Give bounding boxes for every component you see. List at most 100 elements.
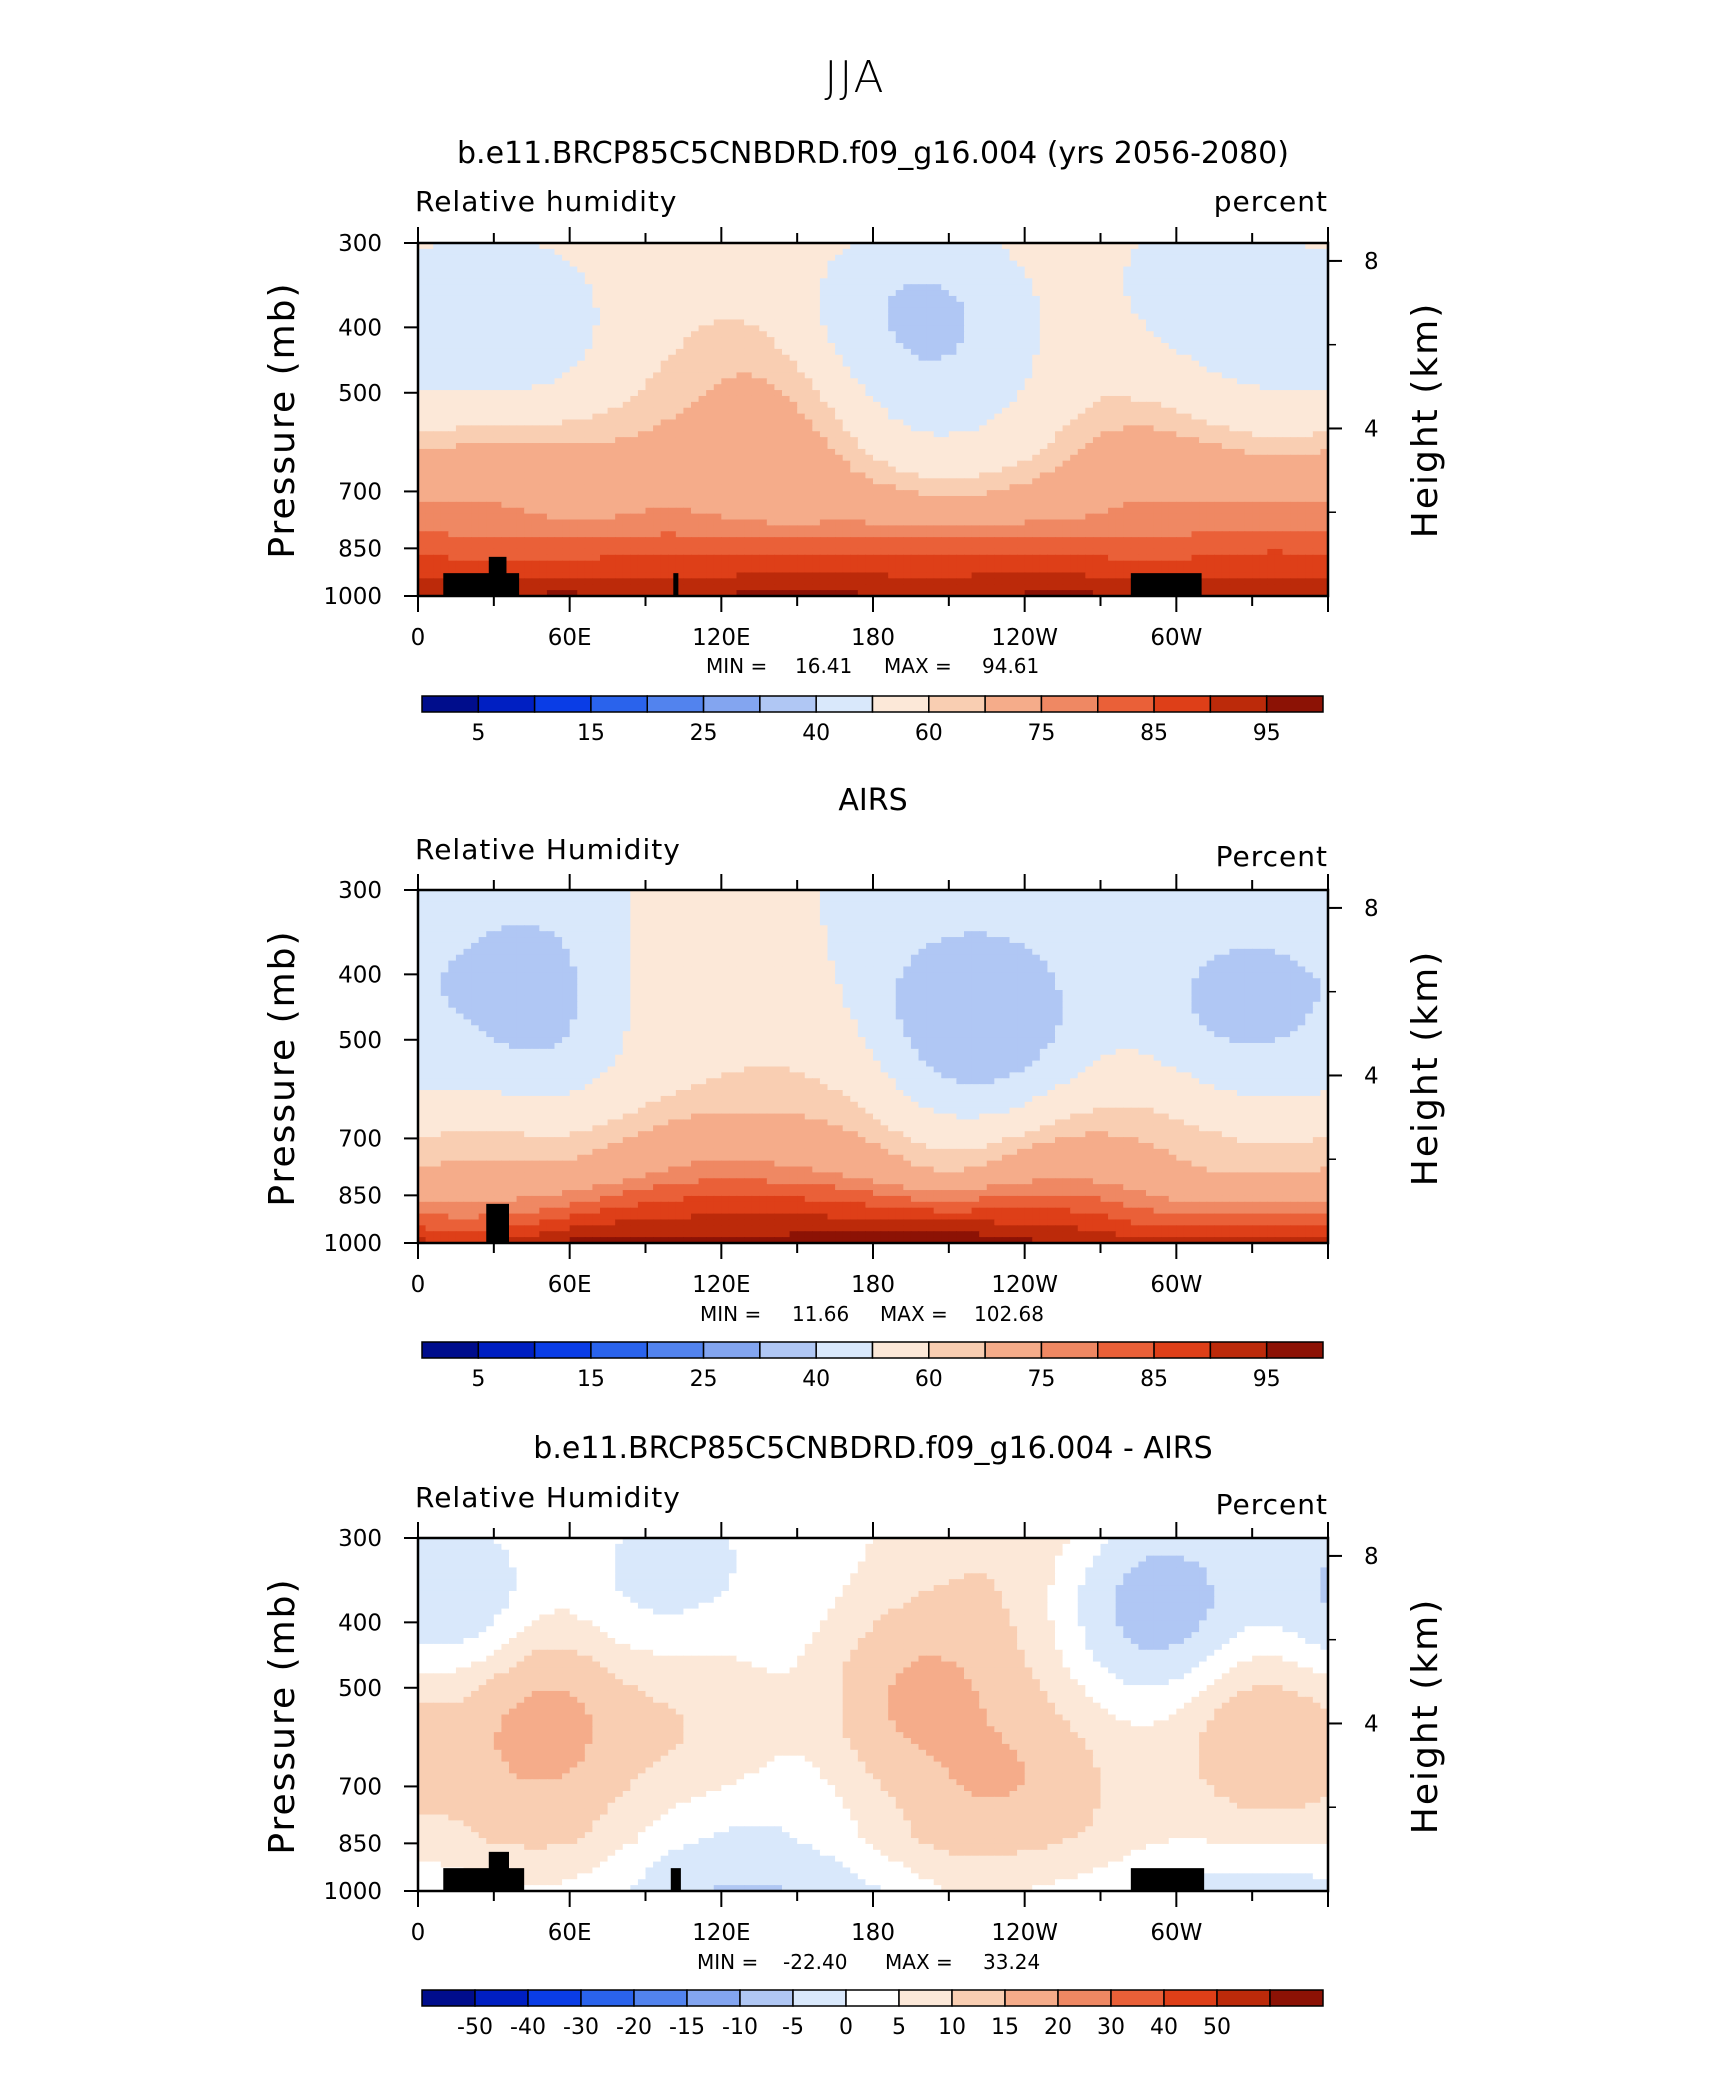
contour-cell [1039, 395, 1049, 403]
contour-cell [986, 460, 995, 468]
contour-cell [986, 278, 995, 285]
contour-cell [1055, 378, 1064, 385]
contour-cell [994, 413, 1003, 421]
contour-cell [1267, 248, 1276, 256]
contour-cell [759, 384, 768, 391]
contour-cell [471, 301, 480, 309]
contour-cell [1244, 295, 1253, 303]
contour-cell [873, 266, 882, 274]
contour-cell [433, 372, 442, 379]
contour-cell [713, 354, 722, 362]
contour-cell [956, 472, 965, 479]
contour-cell [675, 266, 685, 274]
contour-cell [1191, 290, 1200, 297]
contour-cell [615, 295, 624, 303]
contour-cell [1312, 290, 1322, 297]
contour-cell [933, 307, 942, 315]
contour-cell [425, 407, 434, 415]
contour-cell [812, 343, 821, 350]
contour-cell [660, 243, 669, 250]
contour-cell [501, 437, 510, 444]
contour-cell [1206, 384, 1215, 391]
contour-cell [455, 272, 465, 279]
contour-cell [607, 425, 616, 432]
contour-cell [418, 301, 427, 309]
contour-cell [964, 354, 973, 362]
contour-cell [759, 448, 768, 456]
contour-cell [562, 460, 571, 468]
contour-cell [1039, 260, 1049, 268]
contour-cell [1320, 260, 1329, 268]
contour-cell [994, 243, 1003, 250]
contour-cell [1001, 378, 1011, 385]
contour-cell [842, 248, 851, 256]
contour-cell [501, 378, 510, 385]
contour-cell [1039, 248, 1049, 256]
contour-cell [1039, 390, 1049, 397]
contour-cell [948, 360, 958, 368]
contour-cell [691, 348, 700, 356]
contour-cell [1153, 390, 1162, 397]
contour-cell [1070, 290, 1079, 297]
contour-cell [948, 407, 958, 415]
contour-cell [668, 366, 677, 374]
contour-cell [1274, 425, 1284, 432]
contour-cell [774, 413, 783, 421]
contour-cell [986, 266, 995, 274]
contour-cell [865, 425, 874, 432]
contour-cell [1130, 437, 1140, 444]
contour-cell [1092, 478, 1102, 485]
contour-cell [1085, 401, 1094, 409]
contour-cell [1047, 431, 1056, 438]
contour-cell [926, 343, 935, 350]
contour-cell [577, 290, 586, 297]
contour-cell [1290, 395, 1299, 403]
contour-cell [1320, 378, 1329, 385]
contour-cell [812, 319, 821, 326]
contour-cell [562, 337, 571, 344]
contour-cell [744, 384, 753, 391]
contour-cell [1047, 437, 1056, 444]
contour-cell [1199, 295, 1208, 303]
contour-cell [789, 419, 798, 426]
contour-cell [562, 325, 571, 332]
contour-cell [539, 348, 548, 356]
contour-cell [516, 472, 525, 479]
contour-cell [607, 272, 616, 279]
contour-cell [554, 378, 563, 385]
contour-cell [1153, 331, 1162, 338]
contour-cell [516, 378, 525, 385]
contour-cell [554, 384, 563, 391]
contour-cell [668, 266, 677, 274]
contour-cell [562, 395, 571, 403]
contour-cell [516, 295, 525, 303]
contour-cell [903, 437, 912, 444]
contour-cell [986, 478, 995, 485]
contour-cell [509, 437, 518, 444]
contour-cell [1047, 343, 1056, 350]
contour-cell [653, 484, 662, 491]
contour-cell [895, 319, 904, 326]
contour-cell [531, 325, 540, 332]
contour-cell [797, 243, 806, 250]
contour-cell [660, 301, 669, 309]
contour-cell [1206, 331, 1215, 338]
contour-cell [630, 372, 639, 379]
contour-cell [926, 360, 935, 368]
contour-cell [819, 360, 829, 368]
contour-cell [948, 290, 958, 297]
contour-cell [1259, 348, 1268, 356]
contour-cell [910, 260, 920, 268]
contour-cell [463, 301, 472, 309]
contour-cell [744, 437, 753, 444]
contour-cell [683, 260, 692, 268]
contour-cell [1252, 425, 1261, 432]
contour-cell [751, 466, 760, 474]
contour-cell [728, 390, 738, 397]
contour-cell [986, 448, 995, 456]
contour-cell [1252, 272, 1261, 279]
contour-cell [1009, 284, 1018, 291]
contour-cell [493, 437, 503, 444]
contour-cell [546, 384, 556, 391]
contour-cell [425, 272, 434, 279]
